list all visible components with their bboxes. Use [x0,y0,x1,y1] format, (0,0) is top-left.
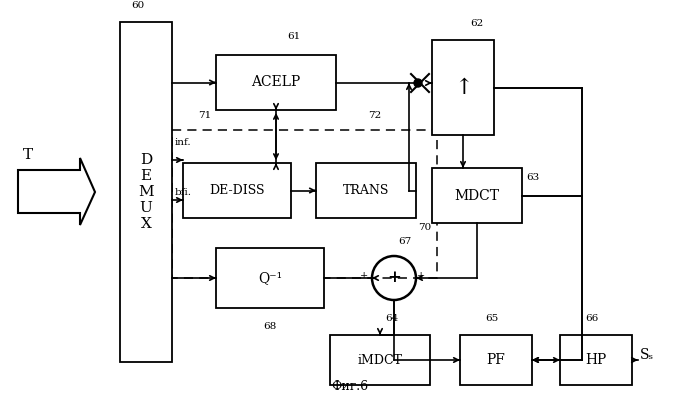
Text: PF: PF [487,353,505,367]
Bar [560,335,632,385]
Text: TRANS: TRANS [343,184,389,197]
Text: D
E
M
U
X: D E M U X [138,153,154,231]
Bar [316,163,416,218]
Text: 61: 61 [288,32,301,41]
Text: Sₛ: Sₛ [640,348,654,362]
Text: MDCT: MDCT [454,188,500,202]
Text: inf.: inf. [175,138,192,147]
Bar [216,55,336,110]
Bar [432,40,494,135]
Bar [183,163,291,218]
Text: Q⁻¹: Q⁻¹ [258,271,282,285]
Text: 71: 71 [198,111,211,120]
Text: iMDCT: iMDCT [357,354,403,367]
Bar [216,248,324,308]
Text: 72: 72 [368,111,381,120]
Text: 63: 63 [526,173,539,182]
Text: 65: 65 [485,314,498,323]
Text: 64: 64 [385,314,398,323]
Bar [172,130,437,278]
Text: Фиг.6: Фиг.6 [331,380,368,393]
Text: DE-DISS: DE-DISS [209,184,265,197]
Text: 68: 68 [264,322,277,331]
Text: 62: 62 [470,19,483,28]
Text: 60: 60 [131,1,145,10]
Bar [120,22,172,362]
Bar [330,335,430,385]
Text: ACELP: ACELP [252,75,301,90]
Bar [432,168,522,223]
Text: HP: HP [585,353,607,367]
Text: bfi.: bfi. [175,188,192,197]
Text: 70: 70 [418,223,431,232]
Text: +: + [360,271,368,279]
Text: T: T [23,148,33,162]
Text: +: + [417,271,425,279]
Text: ↑: ↑ [454,77,473,98]
Text: +: + [387,269,401,286]
Polygon shape [18,158,95,225]
Text: 67: 67 [398,237,411,246]
Text: 66: 66 [585,314,598,323]
Circle shape [414,79,422,87]
Bar [460,335,532,385]
